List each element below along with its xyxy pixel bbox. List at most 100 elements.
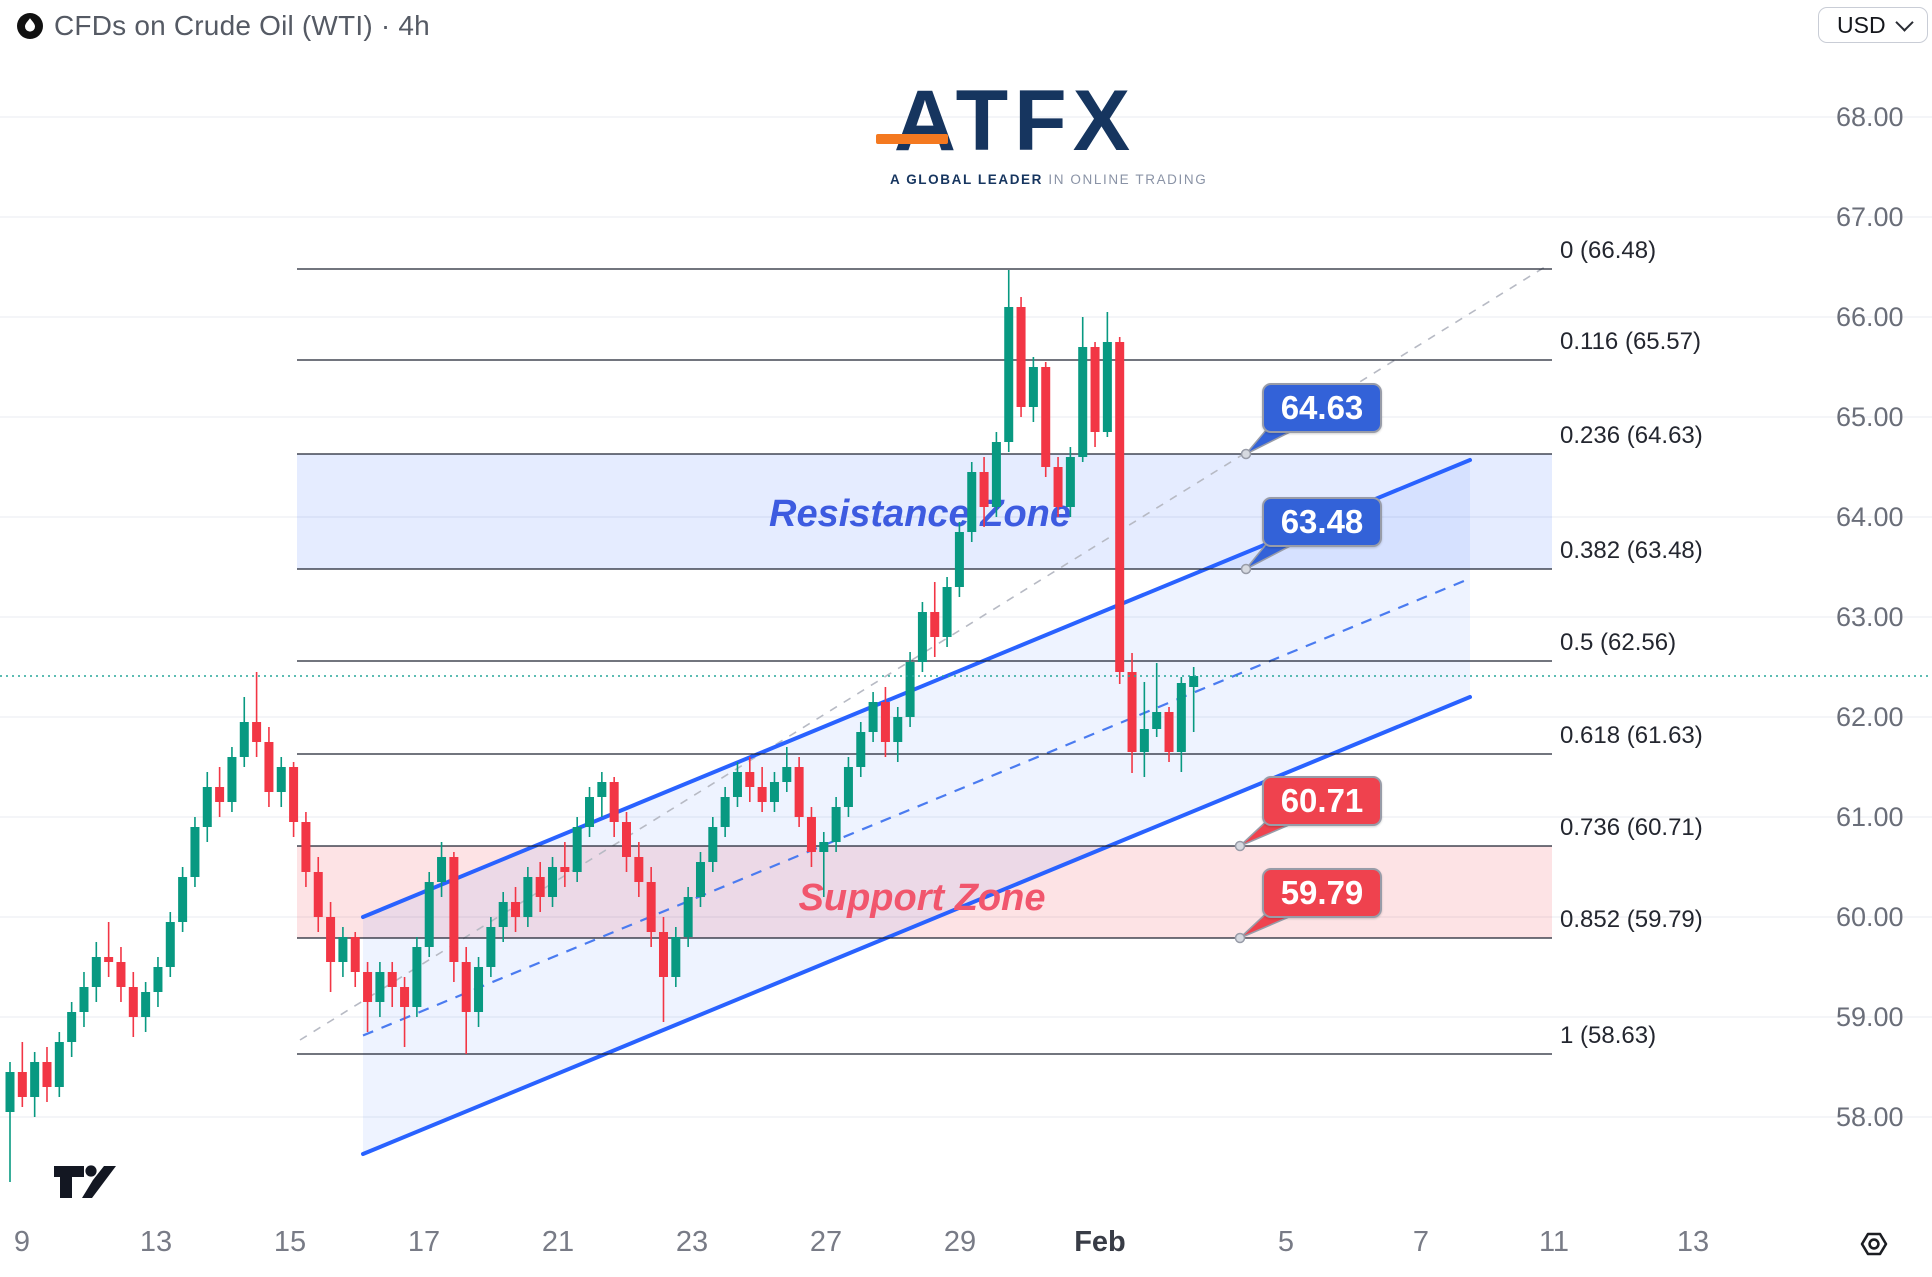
price-callout-anchor[interactable] [1240, 563, 1252, 575]
candle-body [572, 827, 582, 872]
tradingview-logo[interactable] [52, 1160, 118, 1202]
candle-body [202, 787, 212, 827]
candle-body [905, 662, 915, 717]
price-callout-anchor[interactable] [1234, 840, 1246, 852]
candle-body [252, 722, 262, 742]
candle-body [609, 782, 619, 822]
candle-body [819, 842, 829, 852]
candle-body [868, 702, 878, 732]
y-axis-price-label: 58.00 [1836, 1102, 1904, 1132]
price-callout-63.48[interactable]: 63.48 [1262, 497, 1382, 547]
x-axis-date-label: 11 [1538, 1226, 1570, 1258]
candle-body [782, 767, 792, 782]
candle-body [893, 717, 903, 742]
candle-body [400, 987, 410, 1007]
x-axis-date-label: 27 [809, 1226, 843, 1258]
y-axis-price-label: 65.00 [1836, 402, 1904, 432]
candle-body [116, 962, 126, 987]
candle-body [535, 877, 545, 897]
x-axis-date-label: Feb [1074, 1226, 1126, 1258]
x-axis-date-label: 9 [13, 1226, 31, 1258]
candle-body [794, 767, 804, 817]
candle-body [498, 902, 508, 927]
y-axis-price-label: 59.00 [1836, 1002, 1904, 1032]
candle-body [387, 972, 397, 987]
fib-level-label: 1 (58.63) [1560, 1022, 1656, 1049]
candle-body [449, 857, 459, 962]
x-axis-date-label: 15 [273, 1226, 307, 1258]
candle-body [1053, 467, 1063, 507]
x-axis-date-label: 5 [1277, 1226, 1295, 1258]
candle-body [720, 797, 730, 827]
candle-body [880, 702, 890, 742]
price-callout-64.63[interactable]: 64.63 [1262, 383, 1382, 433]
fib-trendline[interactable] [299, 264, 1549, 1041]
candle-body [289, 767, 299, 822]
candle-body [54, 1042, 64, 1087]
candle-body [1016, 307, 1026, 407]
oil-drop-icon [17, 13, 43, 39]
candle-body [843, 767, 853, 807]
x-axis-date-label: 17 [407, 1226, 441, 1258]
symbol-title[interactable]: CFDs on Crude Oil (WTI) · 4h [54, 10, 430, 41]
price-callout-60.71[interactable]: 60.71 [1262, 776, 1382, 826]
candle-body [190, 827, 200, 877]
candle-body [486, 927, 496, 967]
y-axis-price-label: 68.00 [1836, 102, 1904, 132]
trend-channel-fill [363, 460, 1470, 1154]
candle-body [227, 757, 237, 802]
atfx-orange-bar [876, 134, 948, 144]
candle-body [856, 732, 866, 767]
x-axis-date-label: 29 [943, 1226, 977, 1258]
gear-icon[interactable] [1856, 1226, 1892, 1262]
currency-select[interactable]: USD [1818, 7, 1928, 43]
candle-body [363, 972, 373, 1002]
candle-body [695, 862, 705, 897]
candle-body [560, 867, 570, 872]
candle-body [338, 937, 348, 962]
candle-body [991, 442, 1001, 507]
candle-body [831, 807, 841, 842]
channel-lower-line[interactable] [361, 695, 1472, 1156]
candle-body [1090, 347, 1100, 432]
candle-body [42, 1062, 52, 1087]
candle-body [745, 772, 755, 787]
candle-body [313, 872, 323, 917]
candle-body [165, 922, 175, 967]
candle-body [597, 782, 607, 797]
candle-body [1176, 683, 1186, 752]
price-callout-anchor[interactable] [1240, 448, 1252, 460]
candle-body [511, 902, 521, 917]
candle-body [301, 822, 311, 872]
candle-body [806, 817, 816, 852]
candle-body [757, 787, 767, 802]
y-axis-price-label: 64.00 [1836, 502, 1904, 532]
y-axis-price-label: 61.00 [1836, 802, 1904, 832]
fib-level-label: 0.116 (65.57) [1560, 328, 1701, 355]
candle-body [658, 932, 668, 977]
candle-body [276, 767, 286, 792]
candle-body [979, 472, 989, 507]
resistance-zone-label: Resistance Zone [769, 493, 1071, 535]
x-axis-date-label: 7 [1412, 1226, 1430, 1258]
candle-body [930, 612, 940, 637]
fib-level-label: 0.382 (63.48) [1560, 537, 1703, 564]
candle-body [91, 957, 101, 987]
candle-body [67, 1012, 77, 1042]
candle-body [239, 722, 249, 757]
price-callout-59.79[interactable]: 59.79 [1262, 868, 1382, 918]
candle-body [1004, 307, 1014, 442]
x-axis-date-label: 21 [541, 1226, 575, 1258]
candle-body [412, 947, 422, 1007]
atfx-tagline: A GLOBAL LEADER IN ONLINE TRADING [890, 172, 1208, 187]
candle-body [646, 882, 656, 932]
fib-level-label: 0.236 (64.63) [1560, 422, 1703, 449]
candle-body [375, 972, 385, 1002]
candle-body [1065, 457, 1075, 507]
x-axis-date-label: 23 [675, 1226, 709, 1258]
fib-level-label: 0.736 (60.71) [1560, 814, 1703, 841]
candle-body [79, 987, 89, 1012]
candle-body [1189, 676, 1199, 687]
price-callout-anchor[interactable] [1234, 932, 1246, 944]
